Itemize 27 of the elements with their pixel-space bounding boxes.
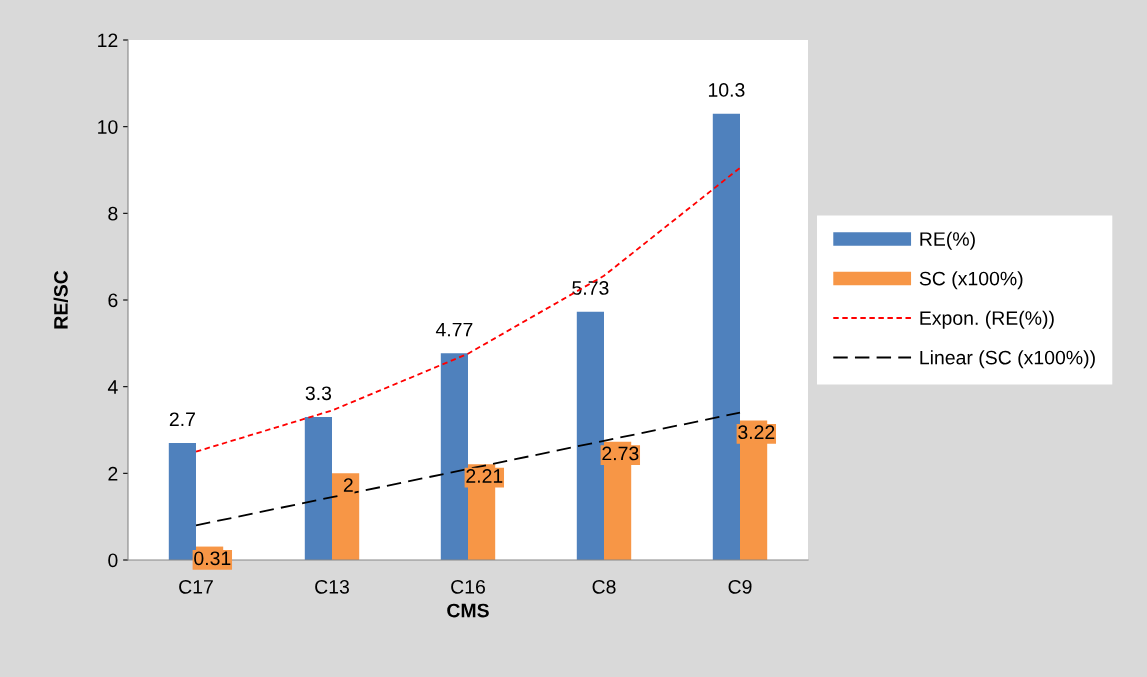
x-tick-label: C16	[451, 579, 485, 594]
data-label: 2	[343, 478, 353, 492]
legend-label: Linear (SC (x100%))	[920, 350, 1095, 369]
legend-label: RE(%)	[920, 231, 975, 250]
y-tick-label: 4	[107, 380, 118, 394]
y-tick-label: 6	[108, 293, 118, 308]
data-label: 2.73	[602, 446, 639, 461]
data-label: 10.3	[708, 83, 745, 97]
y-tick-label: 12	[98, 33, 118, 48]
data-label: 4.77	[435, 322, 473, 337]
data-label: 2.21	[466, 469, 503, 483]
x-tick-label: C9	[728, 579, 752, 594]
y-tick-label: 2	[108, 466, 118, 481]
data-label: 5.73	[572, 281, 609, 295]
y-axis-title: RE/SC	[53, 270, 69, 329]
data-label: 3.3	[305, 386, 332, 401]
x-axis-title: CMS	[447, 603, 489, 618]
y-tick-label: 0	[108, 553, 118, 568]
x-tick-label: C8	[592, 579, 616, 594]
legend-label: Expon. (RE(%))	[920, 310, 1054, 329]
y-tick-label: 10	[98, 120, 118, 134]
data-label: 3.22	[738, 425, 775, 440]
y-tick-label: 8	[108, 206, 118, 221]
legend-label: SC (x100%)	[919, 271, 1023, 290]
x-tick-label: C13	[315, 579, 349, 594]
x-tick-label: C17	[179, 579, 213, 594]
data-label: 2.7	[169, 412, 195, 426]
